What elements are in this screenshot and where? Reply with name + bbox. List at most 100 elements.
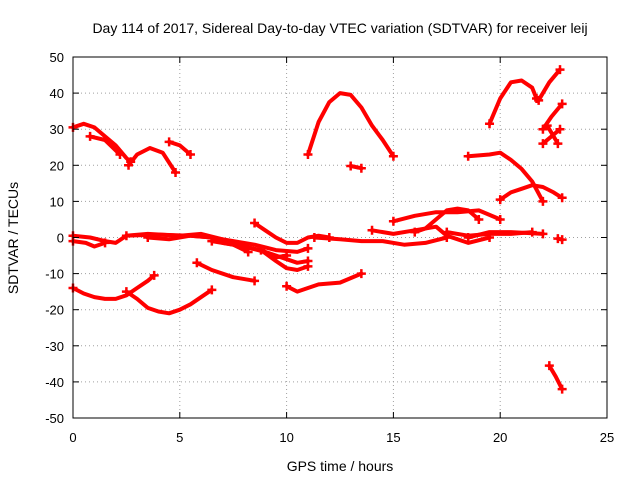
x-axis-label: GPS time / hours [287,458,394,474]
data-point [185,149,195,159]
data-point [309,233,319,242]
data-point [256,245,266,255]
data-point [192,258,202,268]
data-point [121,287,131,297]
series-line [71,273,157,301]
series-19 [282,269,366,294]
series-8 [143,233,313,254]
series-3 [124,146,181,178]
x-tick-label: 25 [600,430,614,445]
series-13 [309,233,452,247]
series-line [252,221,332,245]
data-point [164,137,174,147]
data-point [474,214,484,224]
data-point [557,193,567,203]
series-4 [164,137,195,159]
data-point [555,65,565,75]
data-point [557,384,567,394]
series-line [71,239,107,249]
series-line [194,260,257,283]
data-point [542,121,552,131]
data-point [282,281,292,291]
data-point [557,235,567,245]
y-axis-label: SDTVAR / TECUs [5,182,21,294]
y-tick-label: -30 [45,339,64,354]
data-point [356,269,366,279]
series-line [498,183,565,202]
series-line [306,91,396,159]
series-26 [485,78,542,129]
series-line [545,123,560,146]
series-line [167,139,193,157]
x-tick-label: 0 [69,430,76,445]
y-tick-label: -40 [45,375,64,390]
x-tick-label: 15 [386,430,400,445]
data-point [463,151,473,161]
data-point [538,196,548,206]
series-23 [346,161,366,173]
data-point [388,216,398,226]
series-9 [207,236,253,257]
series-20 [68,270,159,301]
y-tick-label: -50 [45,411,64,426]
data-point [538,229,548,239]
data-point [538,139,548,149]
data-point [485,119,495,129]
series-line [209,239,251,254]
series-27 [534,65,565,105]
series-25 [495,183,567,205]
data-point [115,149,125,159]
series-2 [85,131,125,159]
data-point [243,247,253,257]
series-line [466,150,545,204]
data-point [410,227,420,237]
series-line [312,235,449,247]
series-line [126,146,178,175]
data-point [553,139,563,149]
data-point [555,124,565,134]
data-point [100,238,110,248]
data-point [367,225,377,235]
data-point [207,236,217,246]
data-point [149,270,159,280]
series-24 [463,150,548,206]
data-point [303,149,313,159]
data-point [463,233,473,242]
data-point [442,227,452,237]
data-point [85,131,95,141]
data-point [544,361,554,371]
series-line [88,134,122,157]
y-tick-label: 50 [50,50,64,65]
series-line [487,78,539,126]
plot-frame [72,56,608,419]
y-tick-label: 10 [50,194,64,209]
y-tick-label: -10 [45,267,64,282]
axes: 0 5 10 15 20 25 50 40 30 20 10 0 -10 -20 -30 -40 -50 [45,50,614,445]
series-10 [192,258,260,286]
series-line [71,121,133,164]
series-line [145,233,310,254]
y-tick-label: 20 [50,158,64,173]
data-point [124,160,134,170]
series-31 [553,234,567,245]
series-line [284,271,364,294]
data-point [388,151,398,161]
series-line [466,230,545,240]
series-line [124,287,214,316]
series-16 [410,206,484,237]
series-21 [121,285,217,316]
y-tick-label: 0 [57,231,64,246]
data-point [250,218,260,228]
series-line [259,248,310,272]
series-line [547,363,565,392]
x-tick-label: 10 [279,430,293,445]
x-tick-label: 20 [493,430,507,445]
data-point [121,231,131,241]
data-point [495,214,505,224]
series-12 [256,245,313,272]
series-22 [303,91,398,161]
data-point [356,163,366,173]
data-point [303,261,313,271]
data-point [495,195,505,205]
